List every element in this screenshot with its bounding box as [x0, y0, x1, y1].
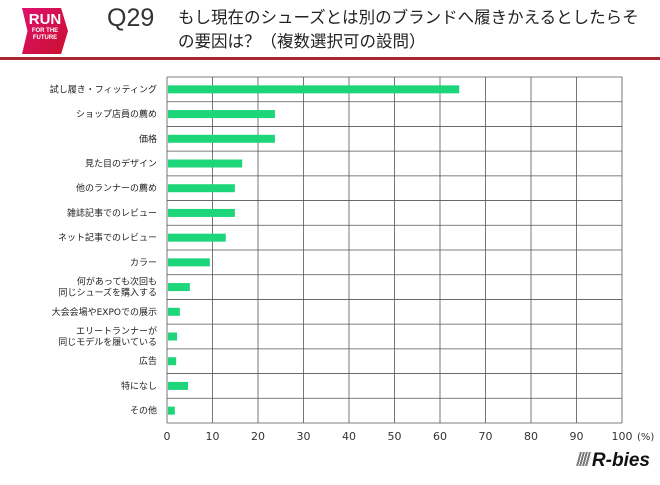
- category-label: 雑誌記事でのレビュー: [67, 207, 157, 219]
- question-number: Q29: [107, 4, 155, 32]
- bar: [168, 110, 275, 119]
- bar: [168, 233, 226, 242]
- x-tick-label: 100: [612, 430, 633, 443]
- brand-logo: R-bies: [578, 450, 650, 472]
- category-label: 大会会場やEXPOでの展示: [52, 306, 157, 318]
- x-tick-label: 0: [164, 430, 171, 443]
- run-for-the-future-logo: RUN FOR THE FUTURE: [22, 8, 68, 54]
- x-tick-label: 80: [524, 430, 538, 443]
- bar: [168, 332, 178, 341]
- category-label: 広告: [139, 355, 157, 367]
- x-tick-label: 60: [433, 430, 447, 443]
- x-tick-label: 50: [388, 430, 402, 443]
- bar: [168, 258, 210, 267]
- bar: [168, 283, 190, 292]
- category-label: ショップ店員の薦め: [76, 108, 157, 120]
- bar: [168, 134, 275, 143]
- category-label: エリートランナーが同じモデルを履いている: [58, 325, 157, 348]
- bar: [168, 357, 177, 366]
- x-tick-label: 40: [342, 430, 356, 443]
- bar: [168, 208, 235, 217]
- category-label: 他のランナーの薦め: [76, 182, 157, 194]
- x-tick-label: 70: [479, 430, 493, 443]
- bar: [168, 307, 180, 316]
- category-label: 見た目のデザイン: [85, 158, 157, 170]
- page-title: もし現在のシューズとは別のブランドへ履きかえるとしたらその要因は？（複数選択可の…: [178, 8, 639, 51]
- x-tick-label: 30: [297, 430, 311, 443]
- logo-text: RUN: [28, 11, 62, 28]
- header-divider: [0, 57, 660, 60]
- category-label: ネット記事でのレビュー: [58, 232, 157, 244]
- bar: [168, 381, 189, 390]
- category-label: 特になし: [121, 380, 157, 392]
- category-label: カラー: [130, 257, 157, 268]
- category-label: その他: [130, 405, 157, 417]
- x-unit-label: (%): [637, 432, 654, 443]
- bar: [168, 159, 243, 168]
- x-tick-label: 20: [251, 430, 265, 443]
- category-label: 試し履き・フィッティング: [50, 83, 157, 95]
- bar: [168, 406, 175, 415]
- logo-text: FOR THE: [31, 28, 59, 34]
- bar: [168, 85, 460, 94]
- x-tick-label: 90: [570, 430, 584, 443]
- bar: [168, 184, 235, 193]
- category-label: 何があっても次回も同じシューズを購入する: [58, 276, 157, 299]
- category-label: 価格: [139, 133, 157, 145]
- logo-text: FUTURE: [32, 35, 58, 41]
- x-tick-label: 10: [206, 430, 220, 443]
